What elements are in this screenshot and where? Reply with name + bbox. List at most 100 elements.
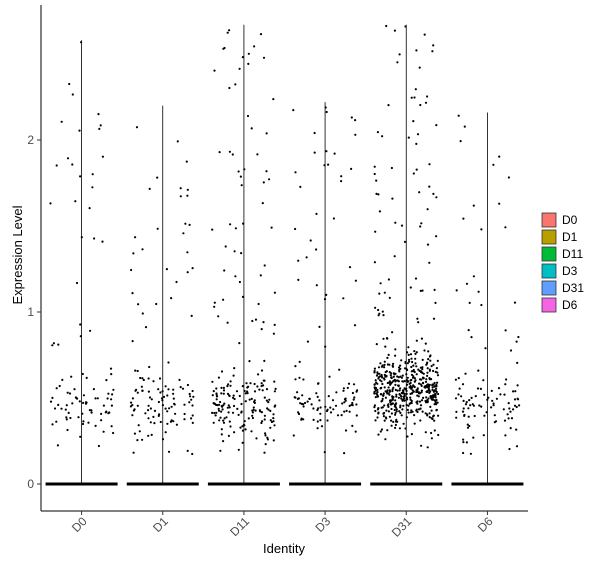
data-point xyxy=(353,396,356,399)
data-point xyxy=(373,392,376,395)
data-point xyxy=(273,291,276,294)
data-point xyxy=(407,346,410,349)
data-point xyxy=(240,252,243,255)
data-point xyxy=(394,411,397,415)
data-point xyxy=(108,411,111,414)
data-point xyxy=(389,401,392,404)
data-point xyxy=(398,427,401,430)
data-point xyxy=(215,411,218,414)
data-point xyxy=(395,393,398,396)
y-tick-label: 2 xyxy=(27,133,34,147)
data-point xyxy=(250,397,253,400)
data-point xyxy=(155,302,158,306)
data-point xyxy=(227,404,230,407)
data-point xyxy=(297,397,300,400)
data-point xyxy=(214,414,217,417)
data-point xyxy=(332,408,335,411)
data-point xyxy=(390,419,393,422)
data-point xyxy=(186,271,189,274)
data-point xyxy=(387,403,390,406)
data-point xyxy=(260,384,263,388)
data-point xyxy=(147,409,150,412)
data-point xyxy=(169,420,172,423)
data-point xyxy=(157,400,160,404)
data-point xyxy=(77,416,80,419)
data-point xyxy=(215,393,218,396)
legend-swatch xyxy=(541,263,557,279)
data-point xyxy=(51,423,54,426)
data-point xyxy=(508,407,511,410)
data-point xyxy=(394,426,397,429)
data-point xyxy=(388,371,391,374)
data-point xyxy=(432,415,435,418)
data-point xyxy=(100,412,103,415)
data-point xyxy=(331,399,335,402)
data-point xyxy=(387,278,390,281)
data-point xyxy=(411,386,414,389)
data-point xyxy=(490,389,493,392)
data-point xyxy=(191,404,194,407)
data-point xyxy=(350,116,353,119)
data-point xyxy=(263,396,266,399)
data-point xyxy=(393,379,397,382)
data-point xyxy=(398,393,401,396)
data-point xyxy=(425,396,428,399)
data-point xyxy=(421,376,425,379)
data-point xyxy=(222,440,225,443)
data-point xyxy=(471,403,474,406)
data-point xyxy=(251,414,254,417)
data-point xyxy=(60,120,63,123)
data-point xyxy=(386,363,389,366)
data-point xyxy=(347,382,351,385)
data-point xyxy=(134,369,137,372)
data-point xyxy=(272,439,275,442)
data-point xyxy=(274,387,277,390)
data-point xyxy=(142,378,145,382)
data-point xyxy=(233,367,236,370)
data-point xyxy=(428,368,431,371)
data-point xyxy=(186,188,189,191)
data-point xyxy=(429,405,432,408)
data-point xyxy=(390,376,393,379)
data-point xyxy=(427,358,430,361)
data-point xyxy=(431,386,434,389)
data-point xyxy=(217,376,220,379)
data-point xyxy=(505,378,508,381)
data-point xyxy=(381,397,384,400)
data-point xyxy=(506,413,509,416)
data-point xyxy=(394,221,397,224)
data-point xyxy=(351,404,354,407)
data-point xyxy=(329,411,333,414)
data-point xyxy=(376,131,379,134)
data-point xyxy=(406,398,409,401)
data-point xyxy=(432,192,435,195)
data-point xyxy=(409,396,412,399)
data-point xyxy=(216,395,219,398)
data-point xyxy=(425,378,428,381)
data-point xyxy=(228,86,231,90)
data-point xyxy=(376,372,379,375)
data-point xyxy=(343,410,346,413)
data-point xyxy=(306,400,309,403)
data-point xyxy=(435,124,438,127)
data-point xyxy=(409,353,413,356)
data-point xyxy=(246,114,250,118)
data-point xyxy=(306,340,309,343)
data-point xyxy=(428,185,431,188)
data-point xyxy=(516,361,519,364)
data-point xyxy=(435,367,438,370)
data-point xyxy=(402,398,405,401)
data-point xyxy=(229,223,232,226)
group-D3 xyxy=(289,102,362,486)
data-point xyxy=(241,385,244,388)
data-point xyxy=(175,280,178,284)
data-point xyxy=(88,207,91,210)
data-point xyxy=(212,402,215,405)
data-point xyxy=(229,380,232,383)
data-point xyxy=(436,401,439,404)
data-point xyxy=(419,366,422,369)
data-point xyxy=(166,410,169,413)
data-point xyxy=(231,411,235,414)
data-point xyxy=(433,385,436,388)
data-point xyxy=(263,359,266,362)
